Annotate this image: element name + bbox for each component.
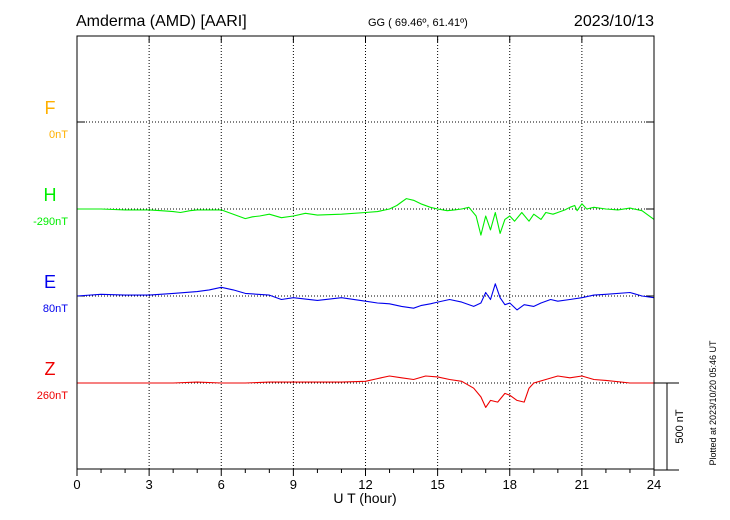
- series-line-h: [77, 198, 655, 236]
- x-tick-label: 12: [358, 477, 372, 492]
- x-tick-label: 0: [73, 477, 80, 492]
- x-tick-label: 3: [146, 477, 153, 492]
- coordinates-label: GG ( 69.46º, 61.41º): [368, 17, 468, 29]
- x-tick-label: 21: [575, 477, 589, 492]
- series-name-e: E: [44, 272, 56, 292]
- station-title: Amderma (AMD) [AARI]: [76, 13, 247, 30]
- series-line-z: [77, 375, 654, 408]
- scale-bar-label: 500 nT: [674, 409, 686, 444]
- plotted-at-label: Plotted at 2023/10/20 05:46 UT: [708, 340, 718, 466]
- x-tick-label: 6: [218, 477, 225, 492]
- series-name-f: F: [45, 98, 56, 118]
- series-line-e: [76, 283, 655, 311]
- series-offset-h: -290nT: [33, 216, 68, 228]
- series-offset-f: 0nT: [49, 129, 68, 141]
- plot-border: [76, 35, 655, 470]
- date-label: 2023/10/13: [574, 13, 654, 30]
- series-name-z: Z: [45, 359, 56, 379]
- x-tick-label: 15: [430, 477, 444, 492]
- x-tick-label: 18: [503, 477, 517, 492]
- series-offset-z: 260nT: [37, 390, 68, 402]
- x-tick-label: 24: [647, 477, 661, 492]
- scale-bar: 500 nT: [654, 382, 686, 471]
- series-name-h: H: [44, 185, 57, 205]
- x-axis-title: U T (hour): [333, 490, 396, 506]
- series-offset-e: 80nT: [43, 303, 68, 315]
- plot-area: 0 3 6 9 12 15 18 21 24 F 0nT H -290nT E 80nT Z 260nT: [33, 35, 661, 492]
- x-tick-label: 9: [290, 477, 297, 492]
